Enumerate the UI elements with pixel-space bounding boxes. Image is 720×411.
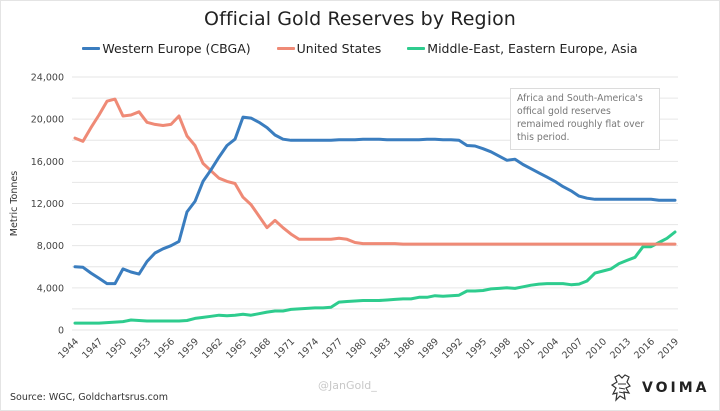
x-tick-label: 2013: [608, 336, 633, 361]
y-tick-label: 12,000: [31, 199, 64, 210]
series-line-western-europe: [73, 115, 677, 286]
logo-text: VOIMA: [642, 380, 710, 396]
annotation-note: Africa and South-America's offical gold …: [510, 88, 660, 150]
x-tick-label: 2001: [512, 336, 537, 361]
legend-item-western-europe[interactable]: Western Europe (CBGA): [82, 41, 251, 56]
x-tick-label: 1956: [152, 336, 177, 361]
legend-item-middle-east-asia[interactable]: Middle-East, Eastern Europe, Asia: [407, 41, 638, 56]
x-tick-label: 1947: [80, 336, 105, 361]
x-tick-label: 1971: [272, 336, 297, 361]
x-tick-label: 1959: [176, 336, 201, 361]
legend-label-western-europe: Western Europe (CBGA): [102, 41, 251, 56]
x-tick-label: 1962: [200, 336, 225, 361]
series-line-middle-east-asia: [73, 230, 677, 325]
gridlines: [72, 76, 678, 331]
x-tick-label: 2010: [584, 336, 609, 361]
x-tick-label: 1986: [392, 336, 417, 361]
x-tick-label: 1995: [464, 336, 489, 361]
x-tick-label: 1998: [488, 336, 513, 361]
x-tick-label: 1974: [296, 336, 321, 361]
legend-item-united-states[interactable]: United States: [276, 41, 382, 56]
x-tick-label: 1992: [440, 336, 465, 361]
series-lines: [73, 97, 677, 325]
x-tick-label: 1989: [416, 336, 441, 361]
chart-title: Official Gold Reserves by Region: [204, 8, 516, 30]
x-tick-label: 1944: [56, 336, 81, 361]
y-axis: 0 4,000 8,000 12,000 16,000 20,000 24,000: [31, 73, 64, 337]
voima-logo: VOIMA: [610, 374, 709, 402]
legend-label-middle-east-asia: Middle-East, Eastern Europe, Asia: [427, 41, 638, 56]
x-tick-label: 1980: [344, 336, 369, 361]
x-tick-label: 1983: [368, 336, 393, 361]
watermark: @JanGold_: [318, 379, 377, 392]
x-tick-label: 1953: [128, 336, 153, 361]
x-tick-label: 2019: [656, 336, 681, 361]
legend-swatch-western-europe: [82, 47, 101, 50]
y-tick-label: 16,000: [31, 157, 64, 168]
legend: Western Europe (CBGA) United States Midd…: [0, 41, 720, 56]
legend-swatch-middle-east-asia: [407, 47, 426, 50]
x-tick-label: 1950: [104, 336, 129, 361]
y-tick-label: 24,000: [31, 73, 64, 84]
x-tick-label: 1968: [248, 336, 273, 361]
y-tick-label: 20,000: [31, 115, 64, 126]
x-tick-label: 1965: [224, 336, 249, 361]
source-text: Source: WGC, Goldchartsrus.com: [10, 392, 168, 403]
y-tick-label: 4,000: [37, 283, 64, 294]
x-tick-label: 1977: [320, 336, 345, 361]
y-tick-label: 8,000: [37, 241, 64, 252]
y-tick-label: 0: [58, 326, 64, 337]
x-tick-label: 2007: [560, 336, 585, 361]
legend-label-united-states: United States: [296, 41, 382, 56]
lion-crest-icon: [610, 374, 631, 402]
legend-swatch-united-states: [276, 47, 295, 50]
x-tick-label: 2016: [632, 336, 657, 361]
x-axis: 1944 1947 1950 1953 1956 1959 1962 1965 1968 1971…: [56, 336, 681, 361]
y-axis-title: Metric Tonnes: [9, 171, 20, 236]
series-line-united-states: [73, 97, 677, 246]
x-tick-label: 2004: [536, 336, 561, 361]
